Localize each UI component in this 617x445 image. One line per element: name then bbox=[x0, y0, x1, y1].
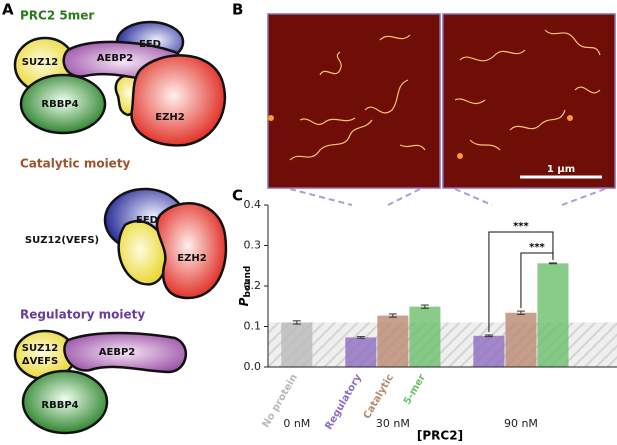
subunit-label: EZH2 bbox=[177, 253, 206, 264]
subunit bbox=[130, 54, 227, 147]
subunit-label: RBBP4 bbox=[41, 400, 78, 411]
y-axis-label: Pbound bbox=[237, 266, 253, 307]
subunit bbox=[19, 73, 107, 135]
panel-label: A bbox=[2, 1, 14, 19]
subunit bbox=[63, 331, 187, 374]
legend-label: Regulatory bbox=[323, 372, 364, 432]
subunit-label: SUZ12(VEFS) bbox=[25, 235, 99, 246]
particle bbox=[567, 115, 573, 121]
complex-regulatory: SUZ12 ΔVEFS AEBP2 RBBP4 bbox=[13, 329, 187, 435]
y-tick-label: 0.1 bbox=[244, 320, 262, 333]
y-axis-label-main: P bbox=[237, 297, 251, 306]
significance-bracket bbox=[520, 252, 554, 309]
scale-bar-label: 1 μm bbox=[547, 164, 575, 175]
error-bar bbox=[484, 334, 493, 338]
subunit-label: EZH2 bbox=[155, 112, 184, 123]
subunit-label: EED bbox=[136, 215, 158, 226]
section-title: Regulatory moiety bbox=[20, 308, 145, 322]
error-bar bbox=[292, 320, 301, 325]
error-bar bbox=[420, 304, 429, 309]
panel-label: B bbox=[232, 1, 243, 19]
subunit-label: EED bbox=[139, 39, 161, 50]
subunit bbox=[155, 202, 228, 300]
y-tick-label: 0.4 bbox=[244, 198, 262, 211]
subunit bbox=[117, 219, 168, 286]
particle bbox=[268, 115, 274, 121]
subunit-label: SUZ12 bbox=[22, 57, 59, 68]
complex-5mer: SUZ12 AEBP2 EED RBBP4 EZH2 bbox=[13, 20, 227, 147]
significance-bracket bbox=[488, 231, 554, 333]
subunit-label: RBBP4 bbox=[41, 99, 78, 110]
x-tick-label: 0 nM bbox=[283, 417, 310, 430]
error-bar bbox=[356, 336, 365, 339]
x-tick-label: 90 nM bbox=[504, 417, 538, 430]
subunit-label: AEBP2 bbox=[97, 53, 134, 64]
x-tick-label: 30 nM bbox=[376, 417, 410, 430]
bar bbox=[537, 263, 569, 367]
panel-label: C bbox=[232, 187, 243, 205]
bar-chart: 0.00.10.20.30.4No protein RegulatoryCatal… bbox=[244, 198, 617, 432]
afm-image bbox=[267, 13, 441, 189]
y-tick-label: 0.3 bbox=[244, 239, 262, 252]
significance-label: *** bbox=[529, 242, 545, 253]
bar bbox=[473, 335, 505, 367]
section-title: Catalytic moiety bbox=[20, 157, 131, 171]
dna-strands bbox=[289, 29, 601, 161]
x-axis-label: [PRC2] bbox=[417, 429, 463, 443]
subunit-label: SUZ12 bbox=[22, 343, 59, 354]
error-bar bbox=[388, 313, 397, 318]
afm-image bbox=[442, 13, 616, 189]
subunit-label: AEBP2 bbox=[99, 347, 136, 358]
micrographs: 1 μm bbox=[267, 13, 616, 206]
error-bar bbox=[516, 310, 525, 315]
subunit bbox=[21, 369, 109, 435]
significance-label: *** bbox=[513, 221, 529, 232]
error-bar bbox=[548, 262, 557, 265]
section-title: PRC2 5mer bbox=[20, 9, 94, 23]
legend-label: Catalytic bbox=[362, 372, 396, 421]
bar bbox=[377, 315, 409, 367]
complex-catalytic: EED SUZ12(VEFS) EZH2 bbox=[25, 187, 228, 300]
zoom-lines bbox=[289, 188, 606, 206]
bar bbox=[505, 312, 537, 367]
legend-label: 5-mer bbox=[402, 372, 428, 406]
y-tick-label: 0.0 bbox=[244, 360, 262, 373]
subunit-label: ΔVEFS bbox=[22, 356, 58, 367]
bar bbox=[281, 322, 313, 367]
bar bbox=[409, 306, 441, 367]
y-axis-label-sub: bound bbox=[243, 266, 253, 298]
particle bbox=[457, 153, 463, 159]
bar bbox=[345, 337, 377, 367]
y-tick-label: 0.2 bbox=[244, 279, 262, 292]
